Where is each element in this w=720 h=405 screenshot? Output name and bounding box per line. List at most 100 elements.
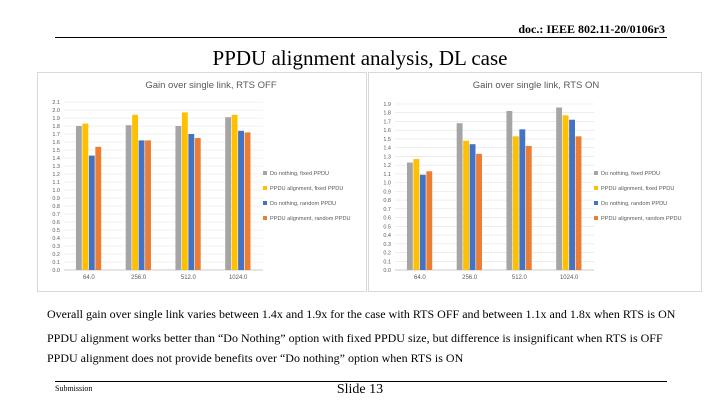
bullet-overall-gain: Overall gain over single link varies bet… [47, 307, 676, 321]
y-tick-label: 1.8 [383, 111, 391, 117]
bar-ppdu-alignment-random-1024.0 [244, 132, 251, 270]
y-tick-label: 1.7 [52, 132, 60, 138]
chart-title: Gain over single link, RTS ON [473, 80, 600, 91]
chart-rts-on-svg: Gain over single link, RTS ON 0.0 0.1 0.2 0.… [383, 80, 682, 281]
legend-label: Do nothing, fixed PPDU [601, 171, 660, 177]
y-tick-label: 0.9 [383, 189, 391, 195]
x-tick-label: 256.0 [131, 275, 147, 281]
chart-rts-off: Gain over single link, RTS OFF 0.0 0.1 0.2 0… [37, 72, 367, 292]
chart-rts-on: Gain over single link, RTS ON 0.0 0.1 0.2 0.… [368, 72, 702, 292]
footer-divider [55, 381, 667, 382]
legend-swatch [263, 171, 267, 175]
bar-ppdu-alignment-fixed-256.0 [132, 114, 139, 270]
y-tick-label: 0.6 [383, 216, 391, 222]
bar-ppdu-alignment-random-512.0 [525, 145, 532, 270]
y-tick-label: 0.3 [52, 244, 60, 250]
y-tick-label: 0.6 [52, 220, 60, 226]
slide-title: PPDU alignment analysis, DL case [212, 46, 508, 70]
y-tick-label: 1.7 [383, 119, 391, 125]
bar-do-nothing-random-512.0 [519, 129, 526, 270]
bar-ppdu-alignment-random-64.0 [95, 146, 102, 270]
bar-ppdu-alignment-random-1024.0 [575, 136, 582, 270]
chart-rts-off-svg: Gain over single link, RTS OFF 0.0 0.1 0.2 0… [52, 80, 351, 281]
y-tick-label: 0.7 [383, 207, 391, 213]
y-tick-label: 0.5 [52, 228, 60, 234]
bar-do-nothing-random-256.0 [469, 144, 476, 270]
x-tick-label: 256.0 [462, 275, 478, 281]
bar-do-nothing-fixed-256.0 [456, 123, 463, 270]
header-divider [55, 37, 667, 38]
legend-swatch [594, 201, 598, 205]
legend-label: PPDU alignment, fixed PPDU [270, 186, 343, 192]
bar-do-nothing-random-1024.0 [569, 119, 575, 270]
legend-swatch [594, 171, 598, 175]
y-tick-label: 0.2 [383, 251, 391, 257]
legend-label: Do nothing, random PPDU [270, 201, 336, 207]
y-tick-label: 1.3 [383, 154, 391, 160]
y-tick-label: 0.8 [52, 204, 60, 210]
footer-submission: Submission [55, 384, 93, 393]
bar-ppdu-alignment-random-512.0 [194, 138, 201, 270]
y-tick-label: 0.5 [383, 224, 391, 230]
y-tick-label: 1.5 [383, 137, 391, 143]
x-tick-label: 512.0 [181, 275, 197, 281]
y-tick-label: 0.7 [52, 212, 60, 218]
bar-do-nothing-random-64.0 [88, 155, 95, 270]
x-tick-label: 1024.0 [560, 275, 579, 281]
y-tick-label: 1.3 [52, 164, 60, 170]
bar-do-nothing-random-512.0 [188, 134, 195, 270]
legend-swatch [263, 201, 267, 205]
y-tick-label: 0.4 [52, 236, 60, 242]
bullet-alignment-no-benefit: PPDU alignment does not provide benefits… [47, 351, 464, 365]
y-tick-label: 0.1 [52, 260, 60, 266]
y-tick-label: 1.9 [52, 116, 60, 122]
legend-swatch [263, 216, 267, 220]
y-tick-label: 2.1 [52, 100, 60, 106]
y-tick-label: 1.0 [52, 188, 60, 194]
y-tick-label: 2.0 [52, 108, 60, 114]
bar-ppdu-alignment-random-64.0 [426, 171, 433, 270]
bullet-alignment-better: PPDU alignment works better than “Do Not… [47, 331, 663, 345]
legend-label: PPDU alignment, random PPDU [270, 216, 351, 222]
y-tick-label: 0.0 [52, 268, 60, 274]
y-tick-label: 1.1 [383, 172, 391, 178]
bar-ppdu-alignment-fixed-512.0 [181, 112, 188, 271]
bar-do-nothing-fixed-64.0 [75, 126, 82, 270]
y-tick-label: 1.8 [52, 124, 60, 130]
y-tick-label: 0.0 [383, 268, 391, 274]
bar-ppdu-alignment-fixed-1024.0 [231, 114, 238, 270]
y-tick-label: 0.3 [383, 242, 391, 248]
y-tick-label: 1.6 [383, 128, 391, 134]
legend-label: Do nothing, random PPDU [601, 201, 667, 207]
y-tick-label: 1.6 [52, 140, 60, 146]
legend-label: Do nothing, fixed PPDU [270, 171, 329, 177]
legend-label: PPDU alignment, random PPDU [601, 216, 682, 222]
y-tick-label: 0.4 [383, 233, 391, 239]
y-tick-label: 1.2 [383, 163, 391, 169]
legend-swatch [263, 186, 267, 190]
bar-do-nothing-random-1024.0 [238, 130, 244, 270]
x-tick-label: 512.0 [512, 275, 528, 281]
bar-do-nothing-random-64.0 [419, 174, 426, 270]
bar-do-nothing-fixed-1024.0 [556, 107, 563, 270]
bar-ppdu-alignment-fixed-512.0 [512, 136, 519, 270]
y-tick-label: 1.5 [52, 148, 60, 154]
bar-do-nothing-fixed-512.0 [506, 110, 513, 270]
bar-do-nothing-fixed-512.0 [175, 126, 182, 270]
y-tick-label: 1.1 [52, 180, 60, 186]
y-tick-label: 1.4 [383, 146, 391, 152]
bar-ppdu-alignment-random-256.0 [145, 140, 151, 270]
x-tick-label: 64.0 [414, 275, 426, 281]
document-reference: doc.: IEEE 802.11-20/0106r3 [518, 22, 665, 36]
y-tick-label: 1.9 [383, 102, 391, 108]
x-tick-label: 1024.0 [229, 275, 248, 281]
y-tick-label: 1.2 [52, 172, 60, 178]
bar-do-nothing-fixed-256.0 [125, 125, 132, 270]
y-tick-label: 1.4 [52, 156, 60, 162]
bar-ppdu-alignment-fixed-1024.0 [562, 115, 569, 270]
legend-label: PPDU alignment, fixed PPDU [601, 186, 674, 192]
bar-ppdu-alignment-fixed-256.0 [463, 140, 470, 270]
bar-do-nothing-fixed-1024.0 [225, 117, 232, 270]
slide-number: Slide 13 [336, 382, 384, 397]
bar-ppdu-alignment-fixed-64.0 [82, 123, 89, 270]
